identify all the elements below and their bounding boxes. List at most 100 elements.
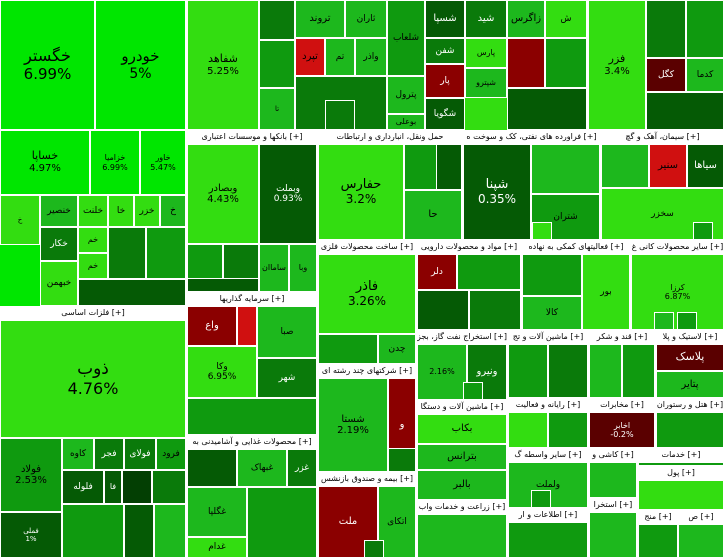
sector-header[interactable]: [+] استخرا — [589, 498, 637, 513]
stock-tile[interactable] — [237, 306, 257, 346]
stock-tile[interactable]: ذوب 4.76% — [0, 320, 186, 438]
stock-tile[interactable] — [589, 462, 637, 498]
stock-tile[interactable] — [508, 412, 548, 448]
stock-tile[interactable] — [601, 144, 649, 188]
stock-tile[interactable]: خکار — [40, 227, 78, 261]
stock-tile[interactable]: خا — [108, 195, 134, 227]
stock-tile[interactable] — [152, 470, 186, 504]
stock-tile[interactable] — [686, 0, 724, 58]
stock-tile[interactable] — [548, 344, 588, 398]
stock-tile[interactable] — [187, 278, 259, 292]
stock-tile[interactable]: فملی 1% — [0, 512, 62, 558]
stock-tile[interactable]: خ — [160, 195, 186, 227]
stock-tile[interactable]: خلنت — [78, 195, 108, 227]
stock-tile[interactable]: تا — [259, 88, 295, 130]
stock-tile[interactable]: شهر — [257, 358, 317, 398]
stock-tile[interactable]: فولاد 2.53% — [0, 438, 62, 512]
stock-tile[interactable] — [548, 412, 588, 448]
stock-tile[interactable]: خزر — [134, 195, 160, 227]
stock-tile[interactable]: شپنا 0.35% — [463, 144, 531, 240]
sector-header[interactable]: [+] کاشی و — [589, 448, 637, 463]
stock-tile[interactable] — [638, 480, 724, 510]
stock-tile[interactable]: کاوه — [62, 438, 94, 470]
stock-tile[interactable]: سیاها — [687, 144, 724, 188]
sector-header[interactable]: [+] خدمات — [638, 448, 724, 463]
stock-tile[interactable]: فاذر 3.26% — [318, 254, 416, 334]
stock-tile[interactable]: شفاهد 5.25% — [187, 0, 259, 130]
stock-tile[interactable]: کدما — [686, 58, 724, 92]
sector-header[interactable]: [+] سیمان، آهک و گچ — [601, 130, 724, 145]
stock-tile[interactable] — [589, 344, 622, 398]
stock-tile[interactable]: زاگرس — [507, 0, 545, 38]
stock-tile[interactable]: خ — [0, 195, 40, 245]
stock-tile[interactable]: 2.16% — [417, 344, 467, 400]
stock-tile[interactable]: دلر — [417, 254, 457, 290]
sector-header[interactable]: [+] ص — [678, 510, 724, 525]
stock-tile[interactable]: شستا 2.19% — [318, 378, 388, 472]
stock-tile[interactable] — [364, 540, 384, 558]
sector-header[interactable]: [+] فعالیتهای کمکی به نهاده — [522, 240, 630, 255]
sector-header[interactable]: [+] لاستیک و پلا — [656, 330, 724, 345]
stock-tile[interactable] — [678, 524, 724, 558]
stock-tile[interactable] — [646, 0, 686, 58]
stock-tile[interactable] — [154, 504, 186, 558]
stock-tile[interactable] — [108, 227, 146, 279]
stock-tile[interactable]: فرود — [156, 438, 186, 470]
stock-tile[interactable]: بور — [582, 254, 630, 330]
stock-tile[interactable]: پار — [425, 64, 465, 98]
stock-tile[interactable] — [417, 514, 507, 558]
stock-tile[interactable] — [187, 449, 237, 487]
stock-tile[interactable]: سنیر — [649, 144, 687, 188]
stock-tile[interactable]: تپرد — [295, 38, 325, 76]
sector-header[interactable]: [+] استخراج نفت گاز، بجز — [417, 330, 507, 345]
stock-tile[interactable]: وبصادر 4.43% — [187, 144, 259, 244]
stock-tile[interactable]: شید — [465, 0, 507, 38]
stock-tile[interactable] — [417, 290, 469, 330]
sector-header[interactable]: [+] ماشین آلات و دستگا — [417, 400, 507, 415]
stock-tile[interactable] — [124, 504, 154, 558]
stock-tile[interactable] — [507, 38, 545, 88]
stock-tile[interactable] — [388, 448, 416, 472]
stock-tile[interactable]: فولای — [124, 438, 156, 470]
sector-header[interactable]: [+] سایر واسطه گ — [508, 448, 588, 463]
sector-header[interactable]: [+] مخابرات — [589, 398, 655, 413]
stock-tile[interactable]: اتکای — [378, 486, 416, 558]
stock-tile[interactable] — [508, 522, 588, 558]
stock-tile[interactable]: تم — [325, 38, 355, 76]
stock-tile[interactable] — [522, 254, 582, 296]
stock-tile[interactable]: کگل — [646, 58, 686, 92]
stock-tile[interactable] — [589, 512, 637, 558]
stock-tile[interactable]: بالبر — [417, 470, 507, 500]
stock-tile[interactable]: غگلپا — [187, 487, 247, 537]
stock-tile[interactable]: خودرو 5% — [95, 0, 186, 130]
stock-tile[interactable]: غزر — [287, 449, 317, 487]
stock-tile[interactable] — [654, 312, 674, 330]
stock-tile[interactable]: پلاسک — [656, 344, 724, 371]
stock-tile[interactable] — [693, 222, 713, 240]
sector-header[interactable]: [+] هتل و رستوران — [656, 398, 724, 413]
stock-tile[interactable] — [508, 344, 548, 398]
stock-tile[interactable]: شپترو — [465, 68, 507, 98]
stock-tile[interactable] — [646, 92, 724, 130]
stock-tile[interactable]: واع — [187, 306, 237, 346]
stock-tile[interactable]: خنصیر — [40, 195, 78, 227]
sector-header[interactable]: [+] سایر محصولات کانی غ — [631, 240, 724, 255]
stock-tile[interactable]: بوعلی — [387, 114, 425, 130]
stock-tile[interactable]: فجر — [94, 438, 124, 470]
stock-tile[interactable]: وبملت 0.93% — [259, 144, 317, 244]
stock-tile[interactable] — [638, 524, 678, 558]
stock-tile[interactable] — [247, 487, 317, 558]
stock-tile[interactable]: حفارس 3.2% — [318, 144, 404, 240]
stock-tile[interactable]: ساماان — [259, 244, 289, 292]
stock-tile[interactable] — [531, 490, 551, 508]
stock-tile[interactable]: ش — [545, 0, 587, 38]
stock-tile[interactable] — [469, 290, 521, 330]
stock-tile[interactable]: چدن — [378, 334, 416, 364]
sector-header[interactable]: [+] فراورده های نفتی، کک و سوخت ه — [463, 130, 600, 145]
stock-tile[interactable]: خگستر 6.99% — [0, 0, 95, 130]
sector-header[interactable]: [+] اطلاعات و ار — [508, 508, 588, 523]
stock-tile[interactable] — [531, 144, 600, 194]
stock-tile[interactable]: بترانس — [417, 444, 507, 470]
sector-header[interactable]: [+] فلزات اساسی — [0, 306, 186, 321]
stock-tile[interactable]: فزر 3.4% — [588, 0, 646, 130]
